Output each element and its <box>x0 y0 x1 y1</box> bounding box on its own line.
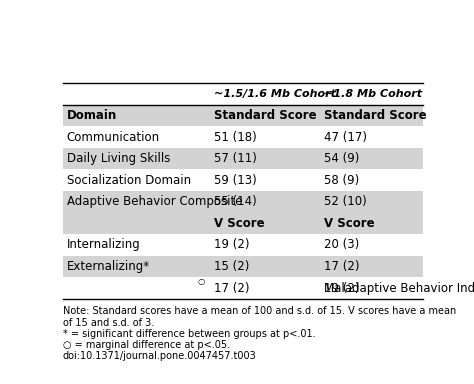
Text: 17 (2): 17 (2) <box>213 281 249 295</box>
Text: Socialization Domain: Socialization Domain <box>66 174 191 187</box>
Bar <box>63 234 423 256</box>
Text: V Score: V Score <box>324 217 374 230</box>
Text: doi:10.1371/journal.pone.0047457.t003: doi:10.1371/journal.pone.0047457.t003 <box>63 351 257 361</box>
Text: ~1.8 Mb Cohort: ~1.8 Mb Cohort <box>324 89 422 99</box>
Text: 17 (2): 17 (2) <box>324 260 359 273</box>
Text: ○ = marginal difference at p<.05.: ○ = marginal difference at p<.05. <box>63 340 230 350</box>
Bar <box>63 148 423 169</box>
Text: Standard Score: Standard Score <box>324 109 427 122</box>
Bar <box>63 104 423 126</box>
Bar <box>63 191 423 213</box>
Text: Communication: Communication <box>66 131 160 144</box>
Text: V Score: V Score <box>213 217 264 230</box>
Text: ~1.5/1.6 Mb Cohort: ~1.5/1.6 Mb Cohort <box>213 89 336 99</box>
Text: 52 (10): 52 (10) <box>324 195 366 208</box>
Text: 58 (9): 58 (9) <box>324 174 359 187</box>
Text: Domain: Domain <box>66 109 117 122</box>
Bar <box>63 169 423 191</box>
Text: 15 (2): 15 (2) <box>213 260 249 273</box>
Text: 20 (3): 20 (3) <box>324 238 359 252</box>
Text: ○: ○ <box>197 277 204 286</box>
Text: Daily Living Skills: Daily Living Skills <box>66 152 170 165</box>
Text: * = significant difference between groups at p<.01.: * = significant difference between group… <box>63 329 316 339</box>
Text: 54 (9): 54 (9) <box>324 152 359 165</box>
Text: Adaptive Behavior Composite: Adaptive Behavior Composite <box>66 195 242 208</box>
Text: 47 (17): 47 (17) <box>324 131 367 144</box>
Text: Externalizing*: Externalizing* <box>66 260 150 273</box>
Bar <box>63 256 423 277</box>
Text: 55 (14): 55 (14) <box>213 195 256 208</box>
Text: 51 (18): 51 (18) <box>213 131 256 144</box>
Text: Standard Score: Standard Score <box>213 109 316 122</box>
Bar <box>63 213 423 234</box>
Text: of 15 and s.d. of 3.: of 15 and s.d. of 3. <box>63 318 154 328</box>
Text: Maladaptive Behavior Index: Maladaptive Behavior Index <box>324 281 474 295</box>
Text: Internalizing: Internalizing <box>66 238 140 252</box>
Text: 59 (13): 59 (13) <box>213 174 256 187</box>
Text: Note: Standard scores have a mean of 100 and s.d. of 15. V scores have a mean: Note: Standard scores have a mean of 100… <box>63 306 456 316</box>
Text: 19 (2): 19 (2) <box>324 281 359 295</box>
Text: 19 (2): 19 (2) <box>213 238 249 252</box>
Bar <box>63 277 423 299</box>
Text: 57 (11): 57 (11) <box>213 152 256 165</box>
Bar <box>63 126 423 148</box>
